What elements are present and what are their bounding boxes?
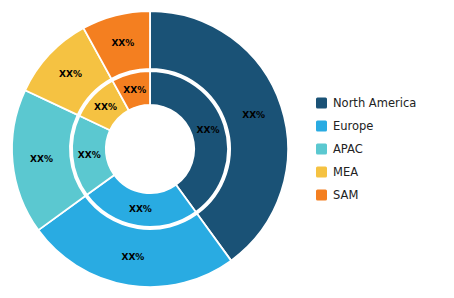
legend: North America Europe APAC MEA SAM bbox=[316, 96, 416, 202]
data-label: XX% bbox=[111, 38, 134, 48]
legend-swatch bbox=[316, 98, 327, 109]
legend-swatch bbox=[316, 121, 327, 132]
data-label: XX% bbox=[121, 252, 144, 262]
data-label: XX% bbox=[123, 85, 146, 95]
legend-item: SAM bbox=[316, 188, 358, 202]
background bbox=[0, 0, 454, 298]
legend-item: Europe bbox=[316, 119, 373, 133]
inner-ring bbox=[72, 71, 228, 227]
data-label: XX% bbox=[242, 110, 265, 120]
outer-ring bbox=[12, 11, 288, 287]
legend-swatch bbox=[316, 190, 327, 201]
wedge bbox=[112, 71, 150, 110]
legend-label: SAM bbox=[333, 188, 358, 202]
legend-swatch bbox=[316, 167, 327, 178]
data-label: XX% bbox=[129, 204, 152, 214]
data-label: XX% bbox=[30, 154, 53, 164]
wedge bbox=[84, 11, 150, 79]
wedges bbox=[12, 11, 288, 287]
legend-item: North America bbox=[316, 96, 416, 110]
legend-item: APAC bbox=[316, 142, 363, 156]
data-labels: XX% XX% XX% XX% XX% XX% XX% XX% XX% XX% bbox=[30, 38, 265, 261]
legend-item: MEA bbox=[316, 165, 358, 179]
data-label: XX% bbox=[197, 125, 220, 135]
legend-swatch bbox=[316, 144, 327, 155]
data-label: XX% bbox=[94, 102, 117, 112]
data-label: XX% bbox=[59, 69, 82, 79]
chart-container: XX% XX% XX% XX% XX% XX% XX% XX% XX% XX% North Amer… bbox=[0, 0, 454, 298]
legend-label: Europe bbox=[333, 119, 373, 133]
data-label: XX% bbox=[78, 150, 101, 160]
legend-label: APAC bbox=[333, 142, 363, 156]
legend-label: North America bbox=[333, 96, 416, 110]
legend-label: MEA bbox=[333, 165, 358, 179]
chart: XX% XX% XX% XX% XX% XX% XX% XX% XX% XX% North Amer… bbox=[0, 0, 454, 298]
